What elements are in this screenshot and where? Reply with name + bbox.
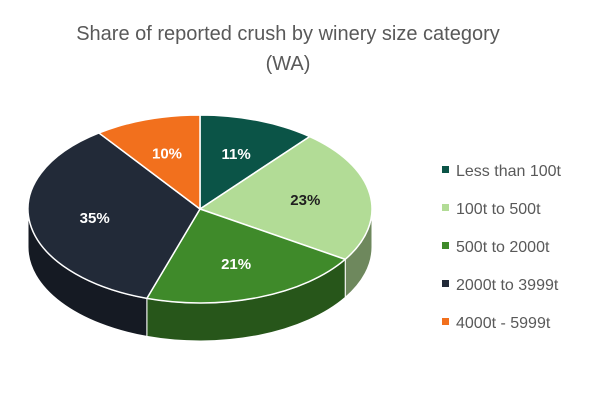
pie-data-labels: 11% 23% 21% 35% 10% — [80, 146, 321, 273]
legend: Less than 100t 100t to 500t 500t to 2000t 2… — [442, 163, 562, 332]
data-label-less-than-100t: 11% — [221, 146, 250, 163]
pie-slice-4000t-5999t — [98, 114, 201, 210]
pie-tops — [27, 114, 373, 304]
pie-slice-500t-to-2000t — [146, 208, 346, 304]
legend-label-4000t-5999t: 4000t - 5999t — [456, 315, 551, 332]
pie-slice-100t-to-500t — [199, 135, 373, 261]
pie-slice-2000t-to-3999t — [27, 132, 201, 300]
legend-swatch-500t-to-2000t — [442, 242, 449, 249]
data-label-2000t-to-3999t: 35% — [80, 210, 110, 227]
legend-label-2000t-to-3999t: 2000t to 3999t — [456, 277, 559, 294]
legend-swatch-4000t-5999t — [442, 318, 449, 325]
data-label-4000t-5999t: 10% — [152, 146, 182, 163]
legend-swatch-2000t-to-3999t — [442, 280, 449, 287]
data-label-500t-to-2000t: 21% — [221, 256, 251, 273]
data-label-100t-to-500t: 23% — [290, 192, 320, 209]
legend-label-less-than-100t: Less than 100t — [456, 163, 562, 180]
chart-subtitle: (WA) — [266, 53, 311, 75]
legend-swatch-100t-to-500t — [442, 204, 449, 211]
legend-label-100t-to-500t: 100t to 500t — [456, 201, 541, 218]
chart-title: Share of reported crush by winery size c… — [76, 23, 500, 45]
legend-swatch-less-than-100t — [442, 166, 449, 173]
pie-slice-less-than-100t — [199, 114, 311, 210]
legend-label-500t-to-2000t: 500t to 2000t — [456, 239, 550, 256]
